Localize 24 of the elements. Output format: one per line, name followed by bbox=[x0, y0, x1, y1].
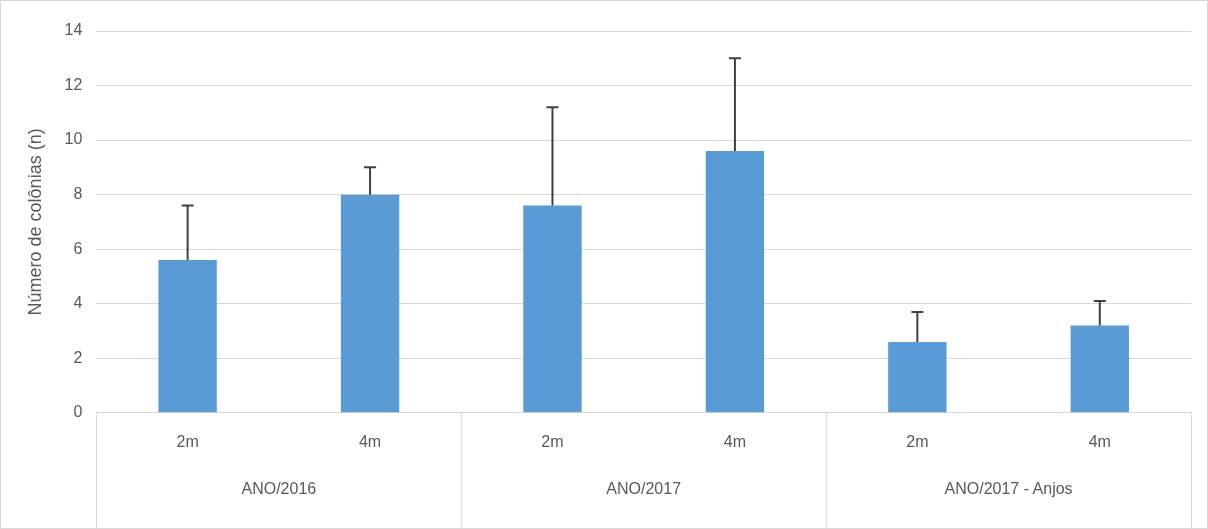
y-tick-label: 12 bbox=[64, 75, 83, 93]
bar bbox=[158, 260, 217, 413]
bar bbox=[340, 194, 400, 413]
x-tick-label: 2m bbox=[906, 432, 929, 450]
x-tick-label: 4m bbox=[723, 432, 747, 450]
y-tick-label: 14 bbox=[64, 21, 83, 39]
x-tick-label: 4m bbox=[358, 432, 382, 450]
text: ANO/2016 bbox=[241, 480, 317, 498]
x-tick-label: 2m bbox=[176, 432, 199, 450]
bar bbox=[523, 205, 582, 413]
x-tick-label: 4m bbox=[1088, 432, 1111, 450]
y-tick-label: 2 bbox=[73, 348, 83, 366]
text: ANO/2017 bbox=[606, 480, 682, 498]
bar bbox=[705, 150, 765, 413]
bar bbox=[888, 341, 947, 413]
y-axis-title: Número de colônias (n) bbox=[24, 128, 45, 316]
text: ANO/2017 - Anjos bbox=[944, 480, 1073, 498]
y-tick-label: 0 bbox=[73, 403, 83, 421]
y-tick-label: 10 bbox=[64, 130, 83, 148]
y-tick-label: 8 bbox=[73, 185, 83, 203]
bar bbox=[1070, 325, 1129, 413]
y-tick-label: 4 bbox=[73, 294, 83, 312]
x-tick-label: 2m bbox=[541, 432, 564, 450]
y-tick-label: 6 bbox=[73, 239, 83, 257]
